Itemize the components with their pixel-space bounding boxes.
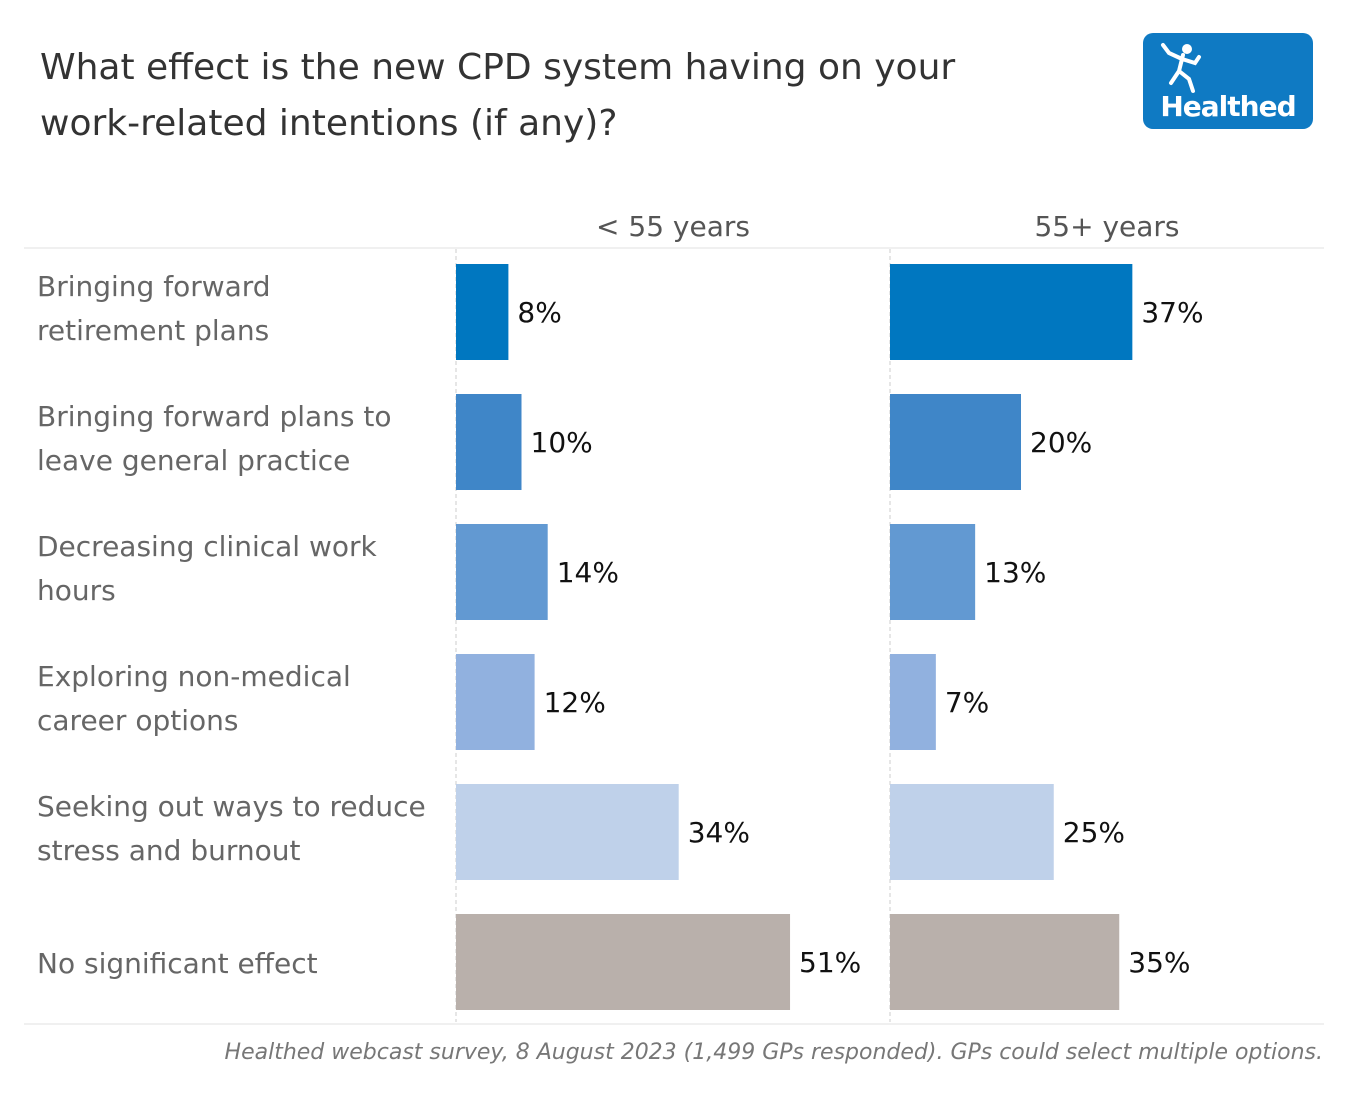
- bar-55-plus-0: [890, 264, 1133, 360]
- bar-under-55-0: [456, 264, 509, 360]
- column-header-under-55: < 55 years: [596, 210, 750, 243]
- top-divider: [24, 247, 1324, 249]
- category-label-line: retirement plans: [37, 314, 270, 347]
- category-label-line: stress and burnout: [37, 834, 301, 867]
- bar-under-55-3: [456, 654, 535, 750]
- value-label: 10%: [531, 426, 593, 459]
- category-label-line: Bringing forward: [37, 270, 271, 303]
- bar-under-55-1: [456, 394, 522, 490]
- category-label-line: leave general practice: [37, 444, 351, 477]
- category-label: Bringing forward plans to leave general p…: [37, 395, 457, 483]
- value-label: 12%: [544, 686, 606, 719]
- logo-text: Healthed: [1160, 90, 1296, 123]
- category-label-line: Bringing forward plans to: [37, 400, 392, 433]
- category-label: Bringing forward retirement plans: [37, 265, 457, 353]
- bar-55-plus-5: [890, 914, 1120, 1010]
- value-label: 51%: [799, 946, 861, 979]
- value-label: 37%: [1141, 296, 1203, 329]
- healthed-logo: Healthed: [1143, 33, 1313, 129]
- category-label: Exploring non-medical career options: [37, 655, 457, 743]
- chart-title: What effect is the new CPD system having…: [40, 47, 956, 144]
- bottom-divider: [24, 1023, 1324, 1025]
- category-label: No significant effect: [37, 942, 457, 986]
- value-label: 20%: [1030, 426, 1092, 459]
- category-label-line: hours: [37, 574, 116, 607]
- category-label-line: Exploring non-medical: [37, 660, 351, 693]
- category-label-line: Seeking out ways to reduce: [37, 790, 426, 823]
- value-label: 35%: [1128, 946, 1190, 979]
- bar-under-55-2: [456, 524, 548, 620]
- value-label: 7%: [945, 686, 989, 719]
- bar-55-plus-4: [890, 784, 1054, 880]
- source-footnote: Healthed webcast survey, 8 August 2023 (…: [224, 1040, 1323, 1065]
- value-label: 8%: [517, 296, 561, 329]
- category-label-line: career options: [37, 704, 239, 737]
- value-label: 13%: [984, 556, 1046, 589]
- value-label: 14%: [557, 556, 619, 589]
- category-label-line: Decreasing clinical work: [37, 530, 377, 563]
- bar-55-plus-3: [890, 654, 936, 750]
- bar-55-plus-1: [890, 394, 1021, 490]
- category-label-line: No significant effect: [37, 947, 318, 980]
- runner-figure-icon: [1161, 43, 1201, 93]
- bar-under-55-5: [456, 914, 791, 1010]
- column-header-55-plus: 55+ years: [1034, 210, 1180, 243]
- bar-under-55-4: [456, 784, 679, 880]
- bar-55-plus-2: [890, 524, 976, 620]
- value-label: 34%: [688, 816, 750, 849]
- value-label: 25%: [1063, 816, 1125, 849]
- category-label: Seeking out ways to reduce stress and bur…: [37, 785, 457, 873]
- category-label: Decreasing clinical work hours: [37, 525, 457, 613]
